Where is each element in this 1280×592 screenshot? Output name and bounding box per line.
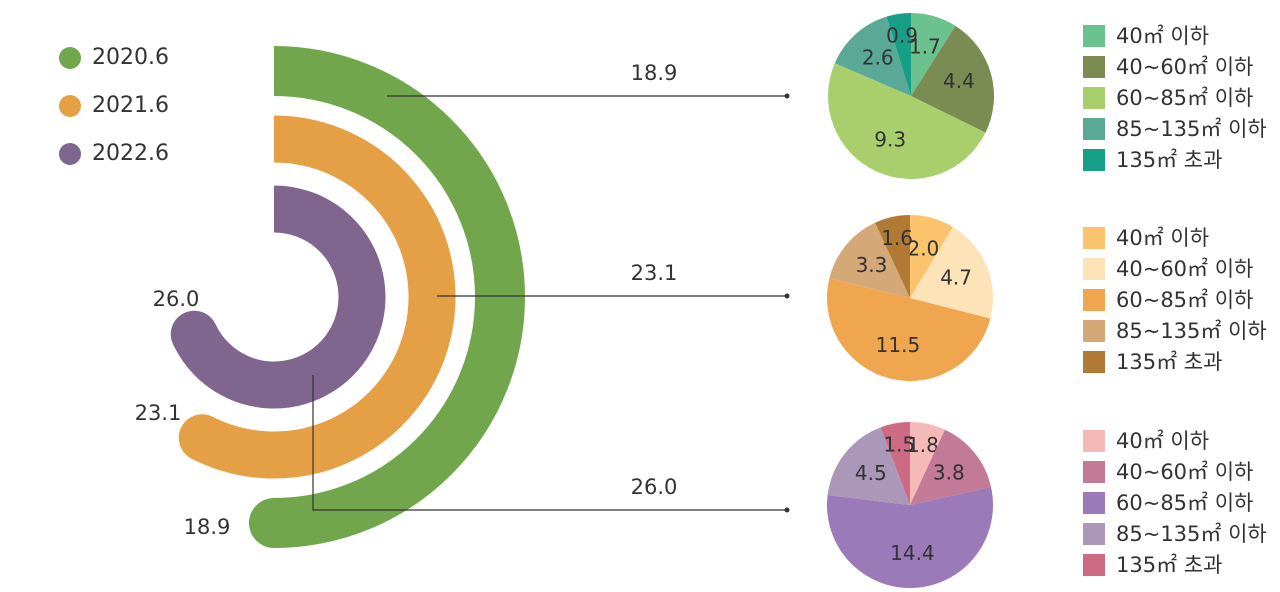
pie-2-value-label-4: 1.5 xyxy=(883,433,915,457)
pie-0-value-label-3: 2.6 xyxy=(862,45,894,69)
pie-2-legend-swatch-3 xyxy=(1083,523,1105,545)
pie-2-slice-2 xyxy=(827,487,993,589)
connector-line-2022 xyxy=(312,375,787,511)
pie-0-legend-swatch-1 xyxy=(1083,56,1105,78)
pie-2-legend-swatch-1 xyxy=(1083,461,1105,483)
pie-1-legend-swatch-2 xyxy=(1083,289,1105,311)
pie-2-value-label-2: 14.4 xyxy=(890,541,935,565)
pie-0-value-label-0: 1.7 xyxy=(909,35,941,59)
arc-end-cap-2020.6 xyxy=(249,498,299,548)
pie-2-value-label-0: 1.8 xyxy=(907,433,939,457)
pie-1-legend-label-2: 60~85㎡ 이하 xyxy=(1116,288,1253,312)
pie-0-value-label-1: 4.4 xyxy=(943,69,975,93)
arc-end-cap-2021.6 xyxy=(178,414,226,462)
pie-1-legend-swatch-0 xyxy=(1083,227,1105,249)
legend-label-2022.6: 2022.6 xyxy=(92,141,169,166)
arc-end-cap-2022.6 xyxy=(170,310,218,358)
pie-1-legend-label-0: 40㎡ 이하 xyxy=(1116,226,1209,250)
legend-dot-2022.6 xyxy=(59,143,81,165)
legend-label-2021.6: 2021.6 xyxy=(92,93,169,118)
pie-0-legend-label-3: 85~135㎡ 이하 xyxy=(1116,117,1267,141)
arc-value-label-2020.6: 18.9 xyxy=(184,515,231,539)
pie-0-legend-label-0: 40㎡ 이하 xyxy=(1116,24,1209,48)
pie-2-legend-swatch-0 xyxy=(1083,430,1105,452)
pie-1-legend-swatch-1 xyxy=(1083,258,1105,280)
connector-total-label-2: 26.0 xyxy=(631,475,678,499)
pie-2-legend-label-2: 60~85㎡ 이하 xyxy=(1116,491,1253,515)
pie-2-legend-label-1: 40~60㎡ 이하 xyxy=(1116,460,1253,484)
pie-2-legend-swatch-4 xyxy=(1083,554,1105,576)
arc-2021.6 xyxy=(191,115,456,479)
pie-1-value-label-0: 2.0 xyxy=(907,237,939,261)
legend-dot-2021.6 xyxy=(59,95,81,117)
pie-0-slice-4 xyxy=(886,13,911,96)
pie-0-value-label-4: 0.9 xyxy=(886,23,918,47)
pie-0-legend-label-2: 60~85㎡ 이하 xyxy=(1116,86,1253,110)
legend-dot-2020.6 xyxy=(59,47,81,69)
arc-2020.6 xyxy=(273,46,525,548)
pie-1-value-label-3: 3.3 xyxy=(856,253,888,277)
pie-2-legend-swatch-2 xyxy=(1083,492,1105,514)
pie-0-legend-swatch-4 xyxy=(1083,149,1105,171)
pie-1-value-label-2: 11.5 xyxy=(876,333,921,357)
pie-1-slice-0 xyxy=(910,215,953,298)
pie-1-legend-label-1: 40~60㎡ 이하 xyxy=(1116,257,1253,281)
pie-0-legend-label-1: 40~60㎡ 이하 xyxy=(1116,55,1253,79)
pie-1-slice-1 xyxy=(910,226,993,319)
arc-value-label-2022.6: 26.0 xyxy=(153,287,200,311)
pie-2-value-label-1: 3.8 xyxy=(933,460,965,484)
pie-1-slice-2 xyxy=(827,278,991,381)
pie-2-slice-1 xyxy=(910,429,992,505)
legend-label-2020.6: 2020.6 xyxy=(92,45,169,70)
pie-1-legend-swatch-4 xyxy=(1083,351,1105,373)
pie-1-legend-swatch-3 xyxy=(1083,320,1105,342)
pie-2-legend-label-4: 135㎡ 초과 xyxy=(1116,553,1222,577)
pie-0-slice-1 xyxy=(911,25,994,133)
pie-0-legend-swatch-2 xyxy=(1083,87,1105,109)
pie-0-slice-2 xyxy=(828,63,986,179)
pie-0-slice-3 xyxy=(834,16,911,97)
pie-2-slice-3 xyxy=(827,427,910,505)
connector-dot-1 xyxy=(784,293,790,299)
connector-total-label-0: 18.9 xyxy=(631,61,678,85)
pie-0-legend-swatch-3 xyxy=(1083,118,1105,140)
pie-1-legend-label-4: 135㎡ 초과 xyxy=(1116,350,1222,374)
pie-2-legend-label-3: 85~135㎡ 이하 xyxy=(1116,522,1267,546)
arc-2022.6 xyxy=(172,185,386,409)
pie-1-slice-4 xyxy=(875,215,910,298)
pie-1-value-label-4: 1.6 xyxy=(881,226,913,250)
pie-0-legend-label-4: 135㎡ 초과 xyxy=(1116,148,1222,172)
pie-2-legend-label-0: 40㎡ 이하 xyxy=(1116,429,1209,453)
connector-dot-2 xyxy=(784,507,790,513)
pie-1-value-label-1: 4.7 xyxy=(940,266,972,290)
pie-0-slice-0 xyxy=(911,13,956,96)
pie-2-slice-0 xyxy=(910,422,945,505)
connector-dot-0 xyxy=(784,93,790,99)
pie-2-value-label-3: 4.5 xyxy=(855,461,887,485)
pie-1-slice-3 xyxy=(829,222,910,298)
pie-0-legend-swatch-0 xyxy=(1083,25,1105,47)
arc-value-label-2021.6: 23.1 xyxy=(135,401,182,425)
pie-1-legend-label-3: 85~135㎡ 이하 xyxy=(1116,319,1267,343)
pie-0-value-label-2: 9.3 xyxy=(874,128,906,152)
connector-total-label-1: 23.1 xyxy=(631,261,678,285)
pie-2-slice-4 xyxy=(880,422,910,505)
